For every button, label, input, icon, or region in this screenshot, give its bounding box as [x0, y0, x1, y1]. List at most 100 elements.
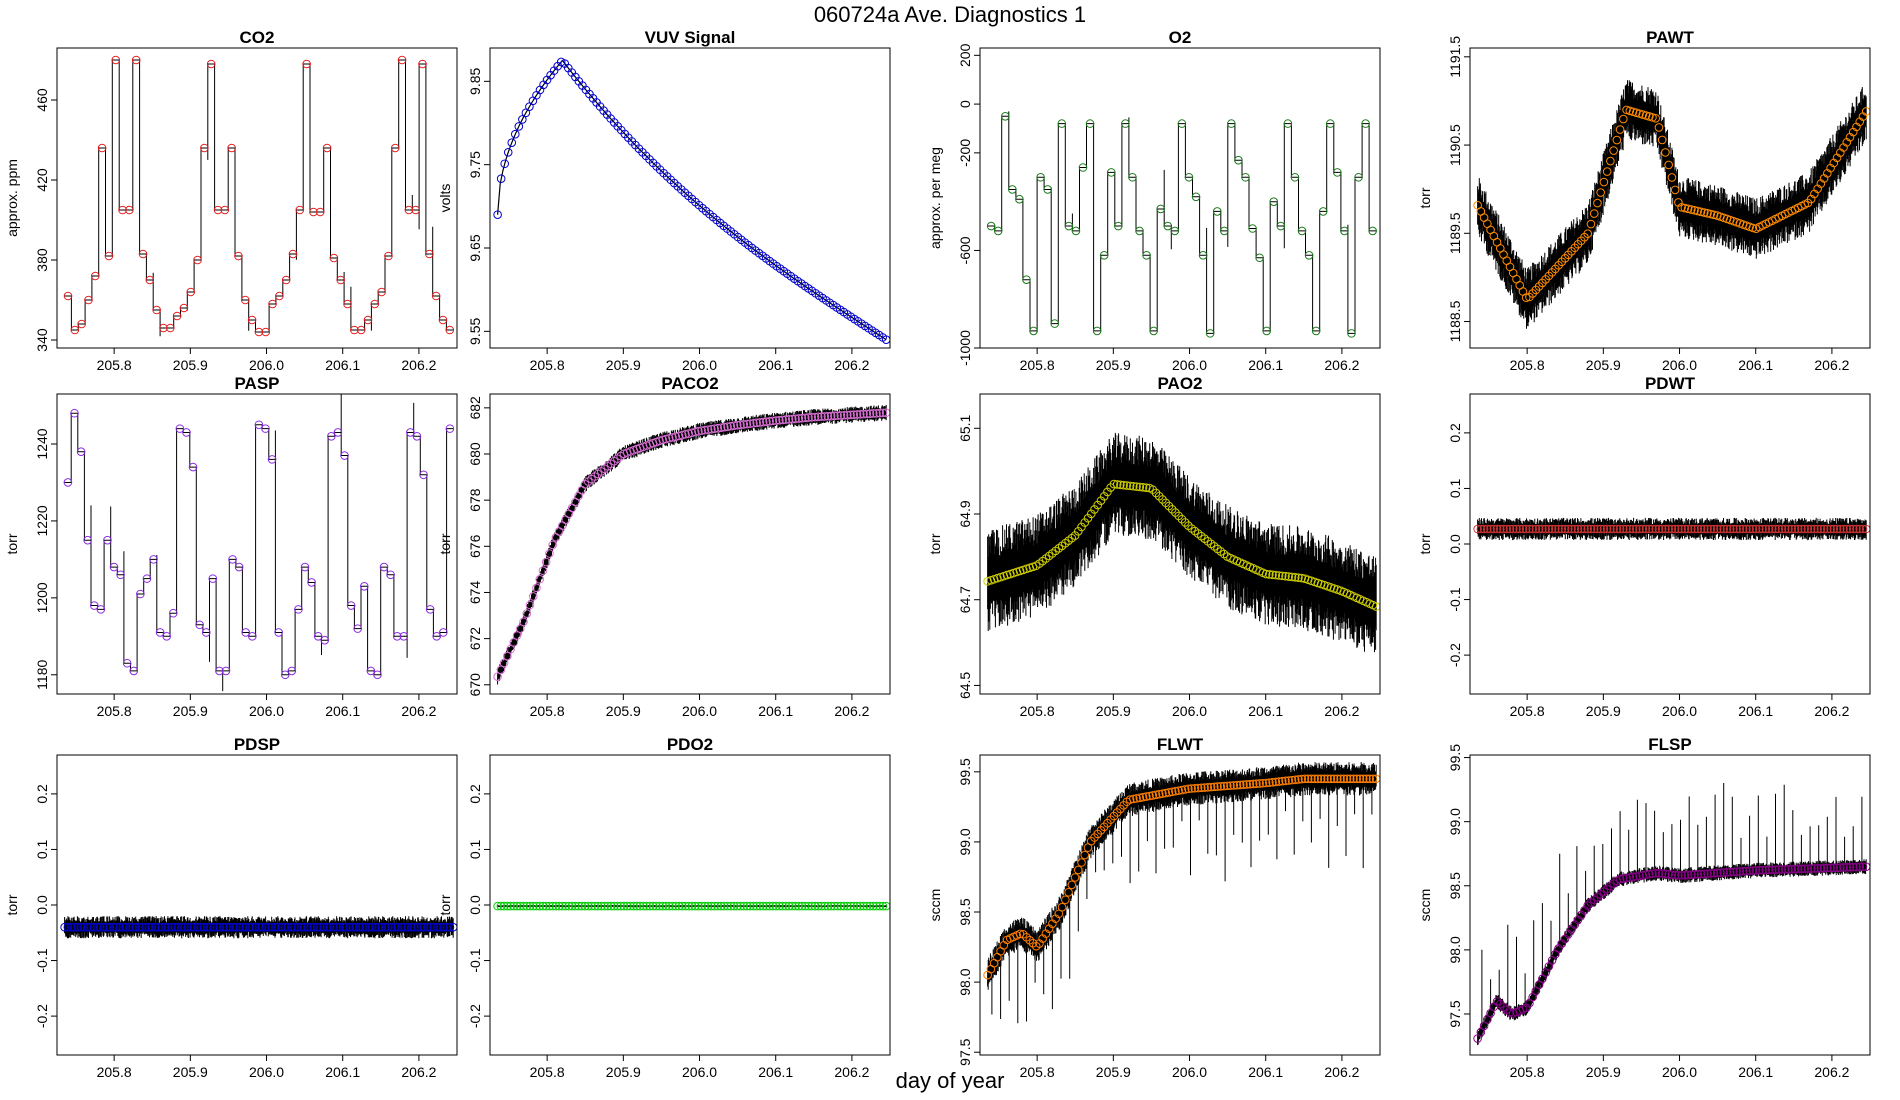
data-point	[138, 249, 148, 259]
data-point	[1593, 198, 1602, 208]
x-tick-label: 205.9	[1586, 1064, 1621, 1080]
y-axis-label: torr	[437, 894, 453, 915]
data-point	[1622, 105, 1631, 115]
data-point	[781, 415, 791, 424]
data-point	[445, 325, 455, 335]
y-tick-label: -0.2	[1447, 643, 1463, 667]
x-tick-label: 206.0	[1662, 1064, 1697, 1080]
data-point	[1197, 783, 1206, 793]
data-point	[186, 922, 196, 932]
data-point	[1790, 524, 1800, 534]
data-point	[1819, 863, 1829, 873]
data-point	[1036, 172, 1045, 182]
data-point	[1826, 863, 1835, 873]
plot-area	[986, 111, 1377, 338]
data-point	[309, 207, 318, 217]
series-line	[64, 394, 454, 692]
data-point	[438, 315, 448, 325]
data-point	[839, 901, 849, 911]
data-point	[1303, 774, 1313, 784]
data-point	[77, 319, 86, 329]
data-point	[1651, 524, 1661, 534]
data-point	[90, 271, 100, 281]
y-tick-label: 9.65	[467, 234, 483, 261]
data-point	[1203, 782, 1213, 792]
data-point	[220, 205, 230, 215]
data-point	[1664, 869, 1673, 879]
data-point	[122, 658, 132, 668]
data-point	[1845, 524, 1855, 534]
data-point	[1255, 253, 1264, 263]
data-point	[1222, 781, 1232, 791]
data-point	[554, 901, 564, 911]
x-tick-label: 206.1	[758, 703, 793, 719]
plot-frame	[56, 754, 458, 1056]
data-point	[503, 901, 512, 911]
data-point	[1281, 776, 1290, 786]
plot-frame	[979, 754, 1381, 1056]
data-point	[1521, 293, 1531, 302]
data-point	[587, 901, 596, 911]
data-point	[1599, 177, 1609, 187]
data-point	[425, 605, 435, 614]
data-point	[1631, 108, 1641, 117]
data-point	[1092, 326, 1102, 336]
data-point	[1368, 226, 1377, 236]
data-point	[320, 635, 330, 645]
data-point	[1177, 785, 1187, 795]
data-point	[687, 901, 697, 911]
x-tick-label: 205.9	[1096, 703, 1131, 719]
data-point	[1719, 524, 1729, 534]
data-point	[419, 470, 428, 480]
data-point	[1216, 782, 1226, 791]
data-point	[1819, 524, 1829, 534]
data-point	[651, 901, 661, 911]
data-point	[726, 901, 736, 911]
y-axis-label: torr	[1417, 533, 1433, 554]
data-point	[345, 922, 354, 932]
data-point	[739, 420, 749, 429]
data-point	[1122, 481, 1132, 490]
data-point	[419, 922, 429, 932]
data-point	[261, 327, 271, 337]
data-point	[1116, 480, 1125, 490]
data-point	[215, 666, 224, 676]
data-point	[1200, 783, 1209, 792]
data-point	[872, 408, 881, 418]
data-point	[1190, 783, 1200, 793]
data-point	[176, 922, 186, 932]
data-point	[1858, 862, 1868, 872]
data-point	[406, 428, 415, 437]
data-point	[807, 412, 817, 422]
data-point	[439, 922, 448, 932]
y-tick-label: 682	[467, 396, 483, 420]
data-point	[1719, 868, 1729, 877]
data-point	[538, 901, 548, 911]
data-point	[1486, 524, 1495, 534]
data-point	[1839, 863, 1848, 872]
data-point	[313, 632, 323, 641]
data-point	[1742, 866, 1751, 876]
data-point	[732, 420, 742, 430]
data-point	[1316, 774, 1326, 784]
x-tick-label: 206.2	[1814, 703, 1849, 719]
data-point	[257, 922, 267, 932]
plot-area	[983, 432, 1380, 653]
data-point	[752, 418, 761, 428]
data-point	[390, 143, 400, 153]
data-point	[749, 901, 758, 911]
data-point	[648, 901, 658, 911]
data-point	[173, 922, 183, 932]
y-tick-label: 0.0	[1447, 534, 1463, 554]
data-point	[1365, 774, 1375, 784]
data-point	[800, 413, 810, 423]
data-point	[283, 922, 293, 932]
data-point	[1245, 779, 1255, 789]
data-point	[1268, 777, 1277, 787]
data-point	[316, 922, 325, 932]
data-point	[1235, 780, 1245, 790]
data-point	[82, 922, 92, 932]
data-point	[1103, 487, 1112, 497]
data-point	[1764, 865, 1774, 875]
data-point	[1576, 524, 1586, 534]
